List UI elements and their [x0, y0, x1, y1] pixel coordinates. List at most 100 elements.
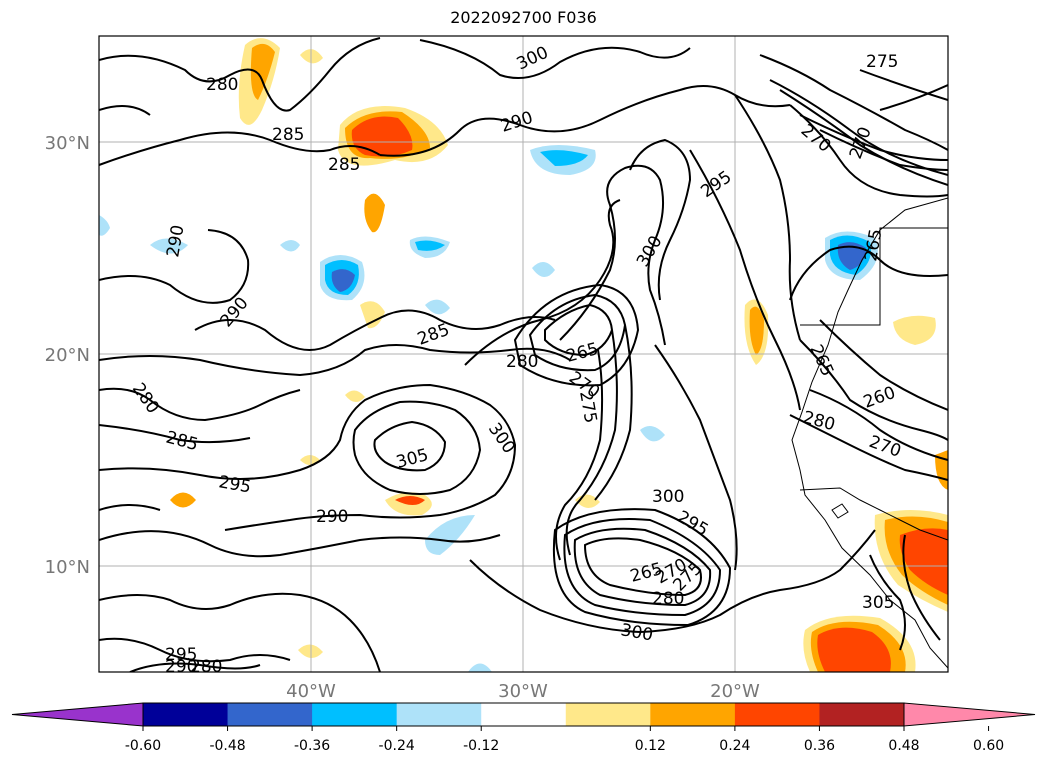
cold-blob-6 [280, 240, 300, 252]
contour-300-south [469, 529, 876, 634]
cold-blob-7 [532, 261, 555, 278]
cold-blob-4-core [415, 240, 445, 251]
coastline-sahel [799, 487, 948, 541]
contour-270-se [809, 389, 948, 461]
colorbar-tick-label: 0.12 [635, 738, 666, 754]
contour-285-nw [99, 131, 381, 166]
contour-270-south [573, 527, 712, 607]
contour-ne-band-2 [779, 89, 948, 186]
contour-265-east [789, 245, 948, 301]
coastline-cape-verde [831, 503, 849, 519]
contour-290-sw [129, 662, 261, 672]
contour-280-core [464, 199, 621, 366]
lon-label-20w: 20°W [710, 681, 760, 702]
colorbar-segment [227, 703, 313, 726]
warm-blob-small6 [300, 455, 320, 465]
cold-blob-3-core [837, 242, 866, 270]
colorbar-tick-label: 0.36 [804, 738, 835, 754]
colorbar-segment [143, 703, 229, 726]
colorbar-extend-max [903, 702, 1036, 727]
cold-blob-10 [640, 426, 665, 442]
contour-280-west [99, 387, 301, 422]
contour-275-ne [759, 54, 948, 151]
colorbar-tick-label: -0.12 [463, 738, 499, 754]
contour-300-loop [352, 400, 482, 495]
cold-blob-5 [150, 238, 188, 254]
warm-blob-small9 [345, 390, 365, 403]
longitude-axis: 40°W 30°W 20°W [286, 681, 760, 702]
colorbar-tick-label: -0.60 [125, 738, 161, 754]
warm-blob-se2-core [817, 627, 891, 672]
contour-ne-band-6 [879, 84, 948, 111]
warm-blob-small1 [364, 193, 385, 233]
contour-295-west [99, 383, 517, 531]
contour-280-nw [99, 37, 381, 112]
colorbar-tick-label: 0.60 [973, 738, 1004, 754]
contour-285-mid [99, 344, 571, 377]
contour-300-channel [559, 164, 666, 346]
contour-trough-2 [565, 329, 618, 556]
warm-blob-e1 [893, 315, 936, 345]
warm-blob-nw-core [250, 43, 275, 100]
contour-ne-band-4 [819, 129, 948, 171]
contour-295-east [654, 344, 738, 571]
contour-290-far-sw [99, 504, 161, 511]
cold-blob-8 [425, 299, 450, 315]
lon-label-30w: 30°W [498, 681, 548, 702]
warm-blob-se1-core [899, 528, 948, 595]
coastline-canary [800, 227, 948, 326]
lon-label-40w: 40°W [286, 681, 336, 702]
colorbar-segment [819, 703, 905, 726]
cold-blob-11 [468, 663, 492, 672]
contour-label: 275 [866, 52, 898, 72]
contour-285-west [99, 424, 251, 444]
coastline-africa [791, 197, 948, 669]
warm-blob-small5 [170, 492, 196, 508]
contour-295-channel [629, 138, 692, 301]
contour-295-outer [99, 530, 501, 558]
colorbar-tick-label: 0.48 [888, 738, 919, 754]
contour-label: 280 [652, 589, 684, 609]
colorbar-segment [565, 703, 651, 726]
contour-280-se [789, 414, 948, 481]
contour-label: 285 [272, 125, 304, 145]
map-title: 2022092700 F036 [450, 8, 597, 27]
colorbar: -0.60 -0.48 -0.36 -0.24 -0.12 0.12 0.24 0.36 0.4… [11, 702, 1036, 754]
colorbar-tick-label: -0.24 [379, 738, 415, 754]
contour-290-n [379, 85, 791, 157]
shaded-field [99, 38, 948, 672]
colorbar-extend-min [11, 702, 144, 727]
contour-280-n [419, 39, 691, 79]
warm-blob-30n-core [351, 116, 413, 157]
contour-285-far-n [99, 105, 151, 116]
contour-ne-band-1 [769, 79, 948, 176]
contour-290-mid [194, 309, 556, 351]
lat-label-10n: 10°N [45, 557, 90, 578]
contour-305-se [869, 554, 906, 651]
contour-260-east [819, 319, 948, 411]
contour-label: 280 [190, 657, 222, 677]
contour-label: 290 [165, 657, 197, 677]
coastlines [791, 197, 948, 669]
contour-290-east [689, 149, 801, 411]
lat-label-30n: 30°N [45, 133, 90, 154]
contour-285-sw [99, 637, 291, 663]
contour-label: 305 [862, 593, 894, 613]
cold-blob-9 [425, 515, 475, 555]
contour-275-south [563, 518, 722, 617]
contour-lines [99, 37, 948, 672]
colorbar-tick-label: -0.36 [294, 738, 330, 754]
lat-label-20n: 20°N [45, 345, 90, 366]
colorbar-segment [312, 703, 398, 726]
cold-blob-1-core [331, 269, 355, 292]
plot-frame [98, 35, 949, 673]
contour-265-se [799, 339, 948, 441]
contour-305-loop [373, 420, 447, 472]
contour-280-south [552, 508, 732, 627]
contour-label: 290 [316, 507, 348, 527]
contour-ne-band-3 [799, 114, 948, 161]
contour-label: 280 [206, 75, 238, 95]
contour-label: 300 [652, 487, 684, 507]
contour-label: 295 [165, 645, 197, 665]
